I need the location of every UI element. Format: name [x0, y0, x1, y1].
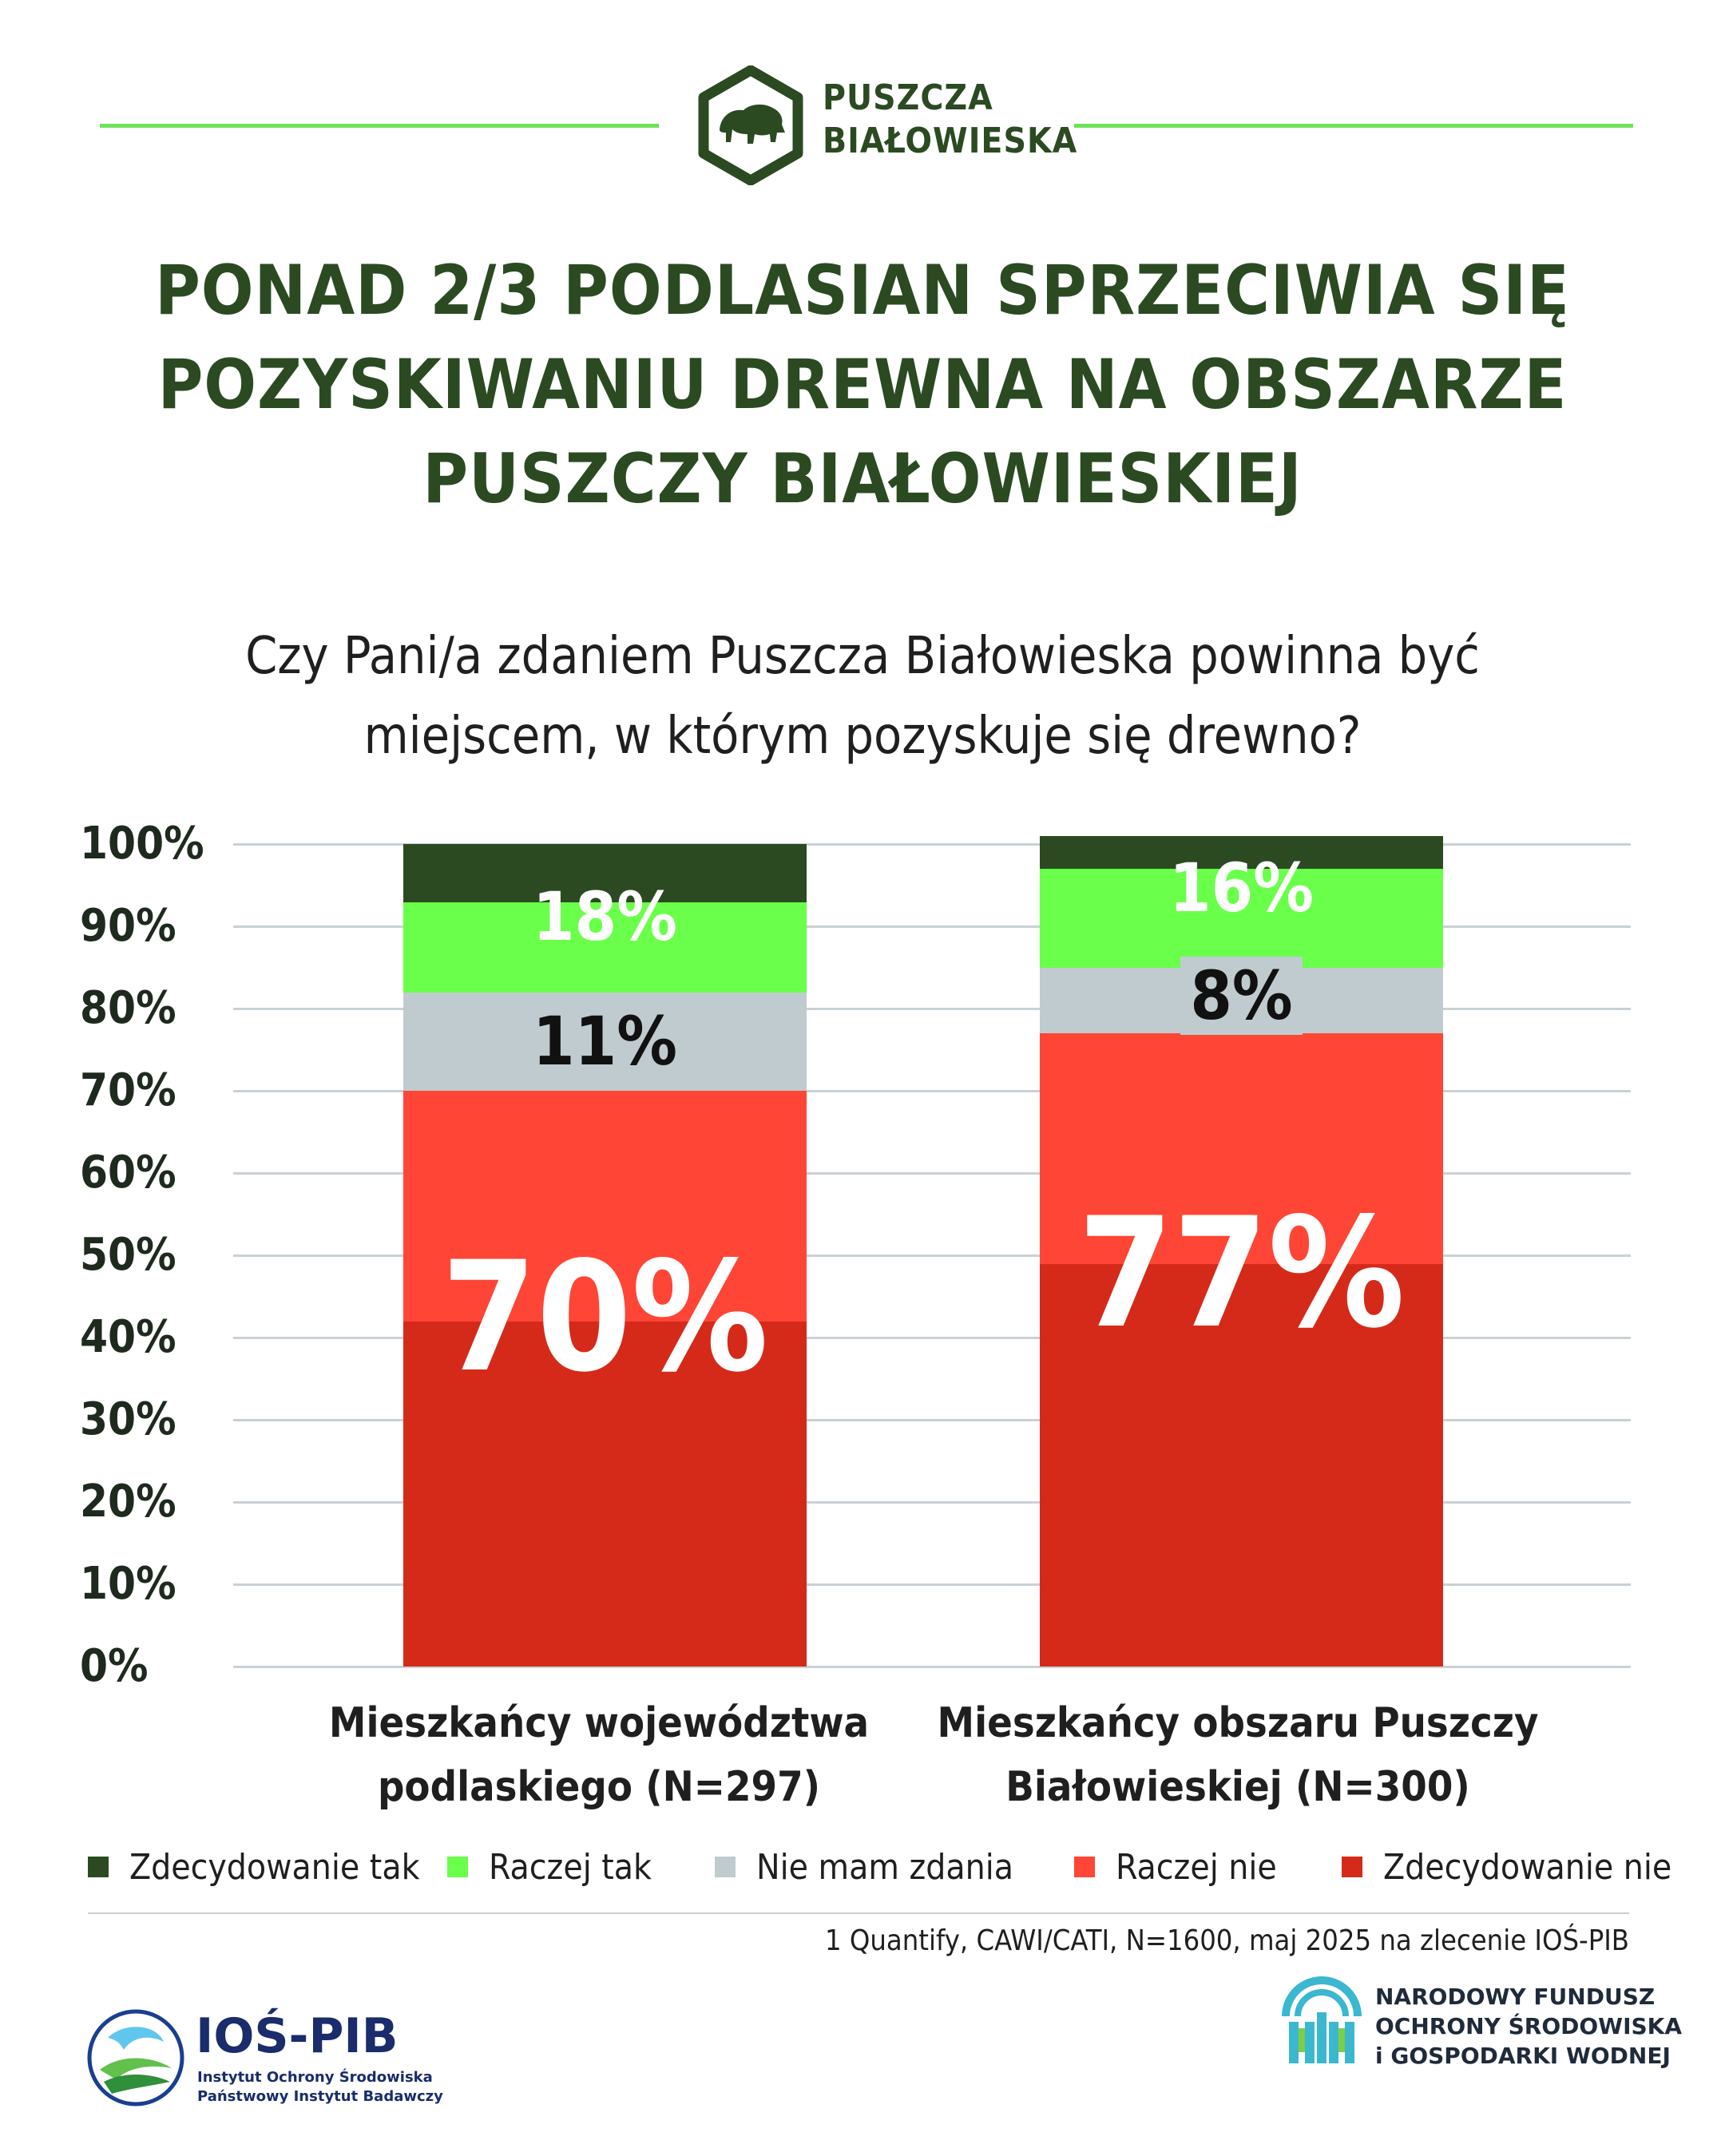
question-line-2: miejscem, w którym pozyskuje się drewno? [363, 707, 1362, 766]
page-title: PONAD 2/3 PODLASIAN SPRZECIWIA SIĘ POZYS… [80, 244, 1645, 526]
bar-segment [403, 992, 807, 1092]
bar-segment [403, 1091, 807, 1322]
data-label: 16% [1169, 849, 1314, 927]
legend-swatch [447, 1857, 468, 1877]
survey-question: Czy Pani/a zdaniem Puszcza Białowieska p… [96, 616, 1629, 776]
title-line-2: POZYSKIWANIU DREWNA NA OBSZARZE [157, 345, 1568, 425]
y-tick-label: 100% [80, 818, 204, 870]
header-rule-left [100, 124, 659, 128]
y-tick-label: 40% [80, 1311, 176, 1363]
header-rule-right [1074, 124, 1633, 128]
y-tick-label: 90% [80, 900, 176, 952]
data-label: 18% [533, 878, 677, 956]
category-label-puszcza: Mieszkańcy obszaru Puszczy Białowieskiej… [934, 1691, 1541, 1819]
category-label-line: Mieszkańcy obszaru Puszczy [937, 1699, 1539, 1747]
nfosigw-logo-icon [1282, 1976, 1362, 2063]
bar-segment [1040, 868, 1443, 968]
legend-item: Raczej tak [447, 1843, 652, 1891]
y-tick-label: 60% [80, 1147, 176, 1199]
data-label: 11% [533, 1002, 677, 1080]
question-line-1: Czy Pani/a zdaniem Puszcza Białowieska p… [245, 627, 1480, 686]
y-tick-label: 80% [80, 982, 176, 1034]
category-label-line: Białowieskiej (N=300) [1005, 1763, 1470, 1811]
nfosigw-name: NARODOWY FUNDUSZ OCHRONY ŚRODOWISKA i GO… [1375, 1982, 1682, 2071]
data-label: 8% [1040, 957, 1443, 1035]
legend-label: Raczej nie [1116, 1846, 1277, 1888]
ios-pib-name: Instytut Ochrony Środowiska Państwowy In… [197, 2068, 443, 2106]
nfosigw-line-1: NARODOWY FUNDUSZ [1375, 1984, 1656, 2010]
gridline [233, 1419, 1631, 1421]
y-tick-label: 30% [80, 1393, 176, 1445]
y-tick-label: 50% [80, 1229, 176, 1281]
y-tick-label: 0% [80, 1640, 149, 1692]
gridline [233, 1008, 1631, 1010]
bar-segment [1040, 1032, 1443, 1264]
y-tick-label: 70% [80, 1064, 176, 1116]
bar-segment [1040, 835, 1443, 870]
legend-item: Zdecydowanie nie [1342, 1843, 1671, 1891]
gridline [233, 1254, 1631, 1257]
gridline [233, 1583, 1631, 1586]
legend-swatch [715, 1857, 736, 1877]
bar-segment [403, 1321, 807, 1667]
footer-divider [88, 1912, 1629, 1914]
category-label-line: Mieszkańcy województwa [328, 1699, 870, 1747]
gridline [233, 1501, 1631, 1504]
legend-label: Raczej tak [489, 1846, 652, 1888]
legend-swatch [1342, 1857, 1362, 1877]
brand-name: PUSZCZA BIAŁOWIESKA [823, 77, 1077, 163]
bison-logo-icon [698, 65, 803, 185]
brand-line-1: PUSZCZA [823, 77, 993, 118]
title-line-3: PUSZCZY BIAŁOWIESKIEJ [422, 439, 1303, 519]
ios-pib-acronym: IOŚ-PIB [196, 2008, 399, 2064]
gridline [233, 1090, 1631, 1092]
y-tick-label: 10% [80, 1558, 176, 1610]
legend-swatch [88, 1857, 109, 1877]
legend-swatch [1074, 1857, 1095, 1877]
legend-label: Nie mam zdania [756, 1846, 1014, 1888]
y-tick-label: 20% [80, 1476, 176, 1528]
data-label: 70% [441, 1229, 769, 1405]
legend-item: Zdecydowanie tak [88, 1843, 420, 1891]
ios-pib-line-2: Państwowy Instytut Badawczy [197, 2088, 443, 2105]
bar-segment [1040, 1263, 1443, 1667]
legend-label: Zdecydowanie nie [1383, 1846, 1672, 1888]
category-label-podlaskie: Mieszkańcy województwa podlaskiego (N=29… [295, 1691, 902, 1819]
gridline [233, 843, 1631, 846]
source-note: 1 Quantify, CAWI/CATI, N=1600, maj 2025 … [825, 1924, 1629, 1957]
category-label-line: podlaskiego (N=297) [377, 1763, 821, 1811]
ios-pib-line-1: Instytut Ochrony Środowiska [197, 2069, 433, 2086]
nfosigw-line-2: OCHRONY ŚRODOWISKA [1375, 2013, 1683, 2039]
ios-pib-logo-icon [87, 2009, 184, 2106]
title-line-1: PONAD 2/3 PODLASIAN SPRZECIWIA SIĘ [155, 251, 1570, 331]
legend-item: Raczej nie [1074, 1843, 1277, 1891]
legend-item: Nie mam zdania [715, 1843, 1013, 1891]
gridline [233, 1337, 1631, 1339]
gridline [233, 1172, 1631, 1175]
nfosigw-line-3: i GOSPODARKI WODNEJ [1375, 2043, 1671, 2069]
bar-segment [403, 844, 807, 902]
legend-label: Zdecydowanie tak [129, 1846, 420, 1888]
bar-segment [403, 902, 807, 993]
gridline [233, 1666, 1631, 1668]
gridline [233, 925, 1631, 928]
data-label: 77% [1077, 1185, 1406, 1361]
brand-line-2: BIAŁOWIESKA [823, 121, 1078, 161]
